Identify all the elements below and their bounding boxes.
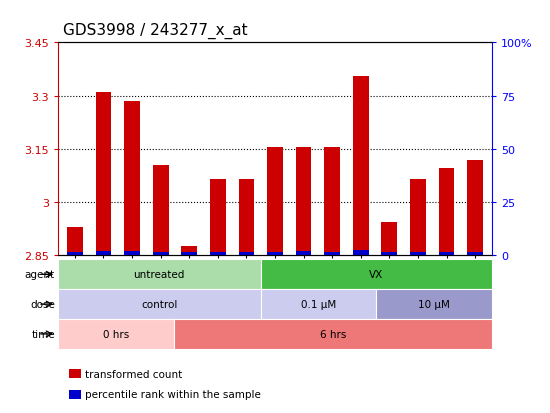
Bar xyxy=(267,148,283,256)
Text: GDS3998 / 243277_x_at: GDS3998 / 243277_x_at xyxy=(63,23,248,39)
Bar xyxy=(182,247,197,256)
Bar xyxy=(67,253,82,256)
Bar xyxy=(96,252,111,256)
Bar xyxy=(296,252,311,256)
Bar xyxy=(410,180,426,256)
Text: untreated: untreated xyxy=(134,270,185,280)
Text: 10 μM: 10 μM xyxy=(419,299,450,309)
Bar xyxy=(267,252,283,256)
Text: agent: agent xyxy=(25,270,55,280)
Bar xyxy=(124,102,140,256)
Bar xyxy=(439,252,454,256)
Bar xyxy=(124,252,140,256)
Text: VX: VX xyxy=(369,270,383,280)
Bar xyxy=(210,253,225,256)
Text: dose: dose xyxy=(30,299,55,309)
Text: 6 hrs: 6 hrs xyxy=(320,329,346,339)
Bar xyxy=(210,180,225,256)
Bar xyxy=(239,253,254,256)
Bar xyxy=(296,148,311,256)
Bar xyxy=(182,253,197,256)
Text: 0.1 μM: 0.1 μM xyxy=(301,299,336,309)
Bar xyxy=(96,93,111,256)
Text: percentile rank within the sample: percentile rank within the sample xyxy=(85,389,261,399)
Bar xyxy=(468,252,483,256)
Bar xyxy=(353,77,369,256)
Bar xyxy=(324,252,340,256)
Text: transformed count: transformed count xyxy=(85,369,183,379)
Bar xyxy=(67,227,82,256)
Bar xyxy=(153,252,168,256)
Bar xyxy=(239,180,254,256)
Bar xyxy=(382,253,397,256)
Bar xyxy=(353,251,369,256)
Text: time: time xyxy=(31,329,55,339)
Bar xyxy=(439,169,454,256)
Bar xyxy=(324,148,340,256)
Text: control: control xyxy=(141,299,177,309)
Text: 0 hrs: 0 hrs xyxy=(102,329,129,339)
Bar xyxy=(410,252,426,256)
Bar xyxy=(382,222,397,256)
Bar xyxy=(153,166,168,256)
Bar xyxy=(468,160,483,256)
